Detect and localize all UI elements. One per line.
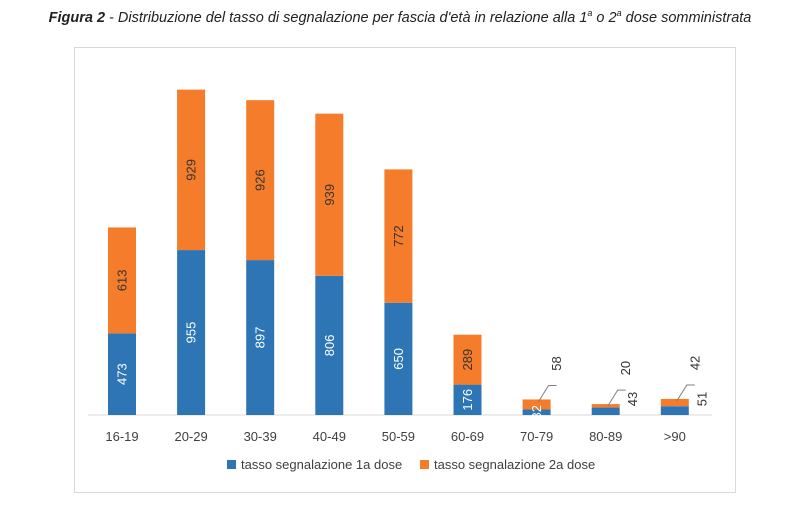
data-label-2a-dose: 772: [391, 225, 406, 247]
data-label-1a-dose: 650: [391, 348, 406, 370]
bar-2a-dose-8: [660, 398, 689, 407]
bar-2a-dose-0: [108, 227, 136, 334]
leader-line: [607, 389, 626, 407]
data-label-1a-dose: 955: [184, 322, 199, 344]
legend-swatch-1a-dose: [227, 460, 236, 469]
bar-2a-dose-3: [315, 113, 344, 276]
data-label-2a-dose: 929: [184, 159, 199, 181]
data-label-2a-dose: 939: [322, 184, 337, 206]
x-tick-label: 40-49: [313, 429, 346, 444]
caption-text-pre: - Distribuzione del tasso di segnalazion…: [105, 9, 588, 26]
bar-1a-dose-3: [315, 275, 344, 415]
x-tick-label: 80-89: [589, 429, 622, 444]
bar-1a-dose-7: [591, 407, 620, 415]
data-label-2a-dose: 613: [115, 270, 130, 292]
figure-caption: Figura 2 - Distribuzione del tasso di se…: [0, 8, 800, 26]
data-label-2a-dose: 20: [618, 361, 633, 375]
figure-number: Figura 2: [48, 9, 106, 26]
data-label-2a-dose: 42: [687, 356, 702, 370]
bar-1a-dose-2: [246, 260, 275, 415]
bar-2a-dose-5: [453, 334, 482, 385]
x-tick-label: 50-59: [382, 429, 415, 444]
caption-text-post: dose somministrata: [621, 9, 752, 26]
data-label-1a-dose: 176: [460, 389, 475, 411]
leader-line: [538, 384, 557, 402]
bar-1a-dose-4: [384, 302, 413, 415]
data-label-1a-dose: 473: [115, 363, 130, 385]
legend-swatch-2a-dose: [420, 460, 429, 469]
leader-line: [676, 384, 695, 402]
bar-1a-dose-0: [108, 333, 136, 415]
x-tick-label: 20-29: [174, 429, 207, 444]
caption-text-mid: o 2: [592, 9, 617, 26]
data-label-2a-dose: 289: [460, 349, 475, 371]
caption-sup-2: a: [616, 8, 622, 18]
data-label-1a-dose: 43: [625, 392, 640, 406]
legend-label-2a-dose: tasso segnalazione 2a dose: [434, 457, 595, 472]
data-label-2a-dose: 58: [549, 356, 564, 370]
legend-label-1a-dose: tasso segnalazione 1a dose: [241, 457, 402, 472]
bar-2a-dose-1: [177, 89, 206, 251]
bar-2a-dose-6: [522, 399, 551, 410]
bar-1a-dose-8: [660, 406, 689, 415]
x-tick-label: 30-39: [244, 429, 277, 444]
data-label-2a-dose: 926: [253, 169, 268, 191]
chart-frame: [74, 47, 736, 493]
x-tick-label: 60-69: [451, 429, 484, 444]
bar-2a-dose-4: [384, 169, 413, 303]
data-label-1a-dose: 51: [694, 392, 709, 406]
x-tick-label: 16-19: [105, 429, 138, 444]
bar-2a-dose-2: [246, 100, 275, 261]
bar-1a-dose-6: [522, 409, 551, 415]
bar-2a-dose-7: [591, 404, 620, 408]
data-label-1a-dose: 897: [253, 327, 268, 349]
x-tick-label: 70-79: [520, 429, 553, 444]
caption-sup-1: a: [587, 8, 593, 18]
x-tick-label: >90: [664, 429, 686, 444]
data-label-1a-dose: 32: [529, 405, 544, 419]
data-label-1a-dose: 806: [322, 335, 337, 357]
bar-1a-dose-5: [453, 384, 482, 415]
bar-1a-dose-1: [177, 250, 206, 415]
